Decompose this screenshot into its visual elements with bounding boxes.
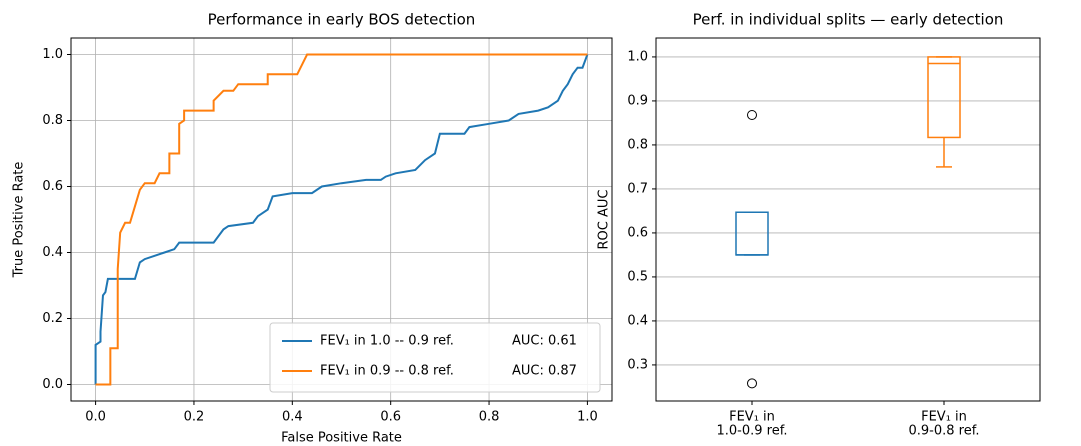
flier: [747, 378, 757, 389]
legend-note: AUC: 0.87: [512, 364, 577, 379]
y-tick-label: 0.6: [627, 225, 648, 240]
x-tick-label: 0.6: [380, 410, 401, 425]
chart-title: Perf. in individual splits — early detec…: [693, 11, 1004, 29]
x-tick-label: 0.0: [85, 410, 106, 425]
roc-line: [95, 53, 588, 386]
y-tick-label: 0.4: [42, 245, 63, 260]
x-tick-label: FEV₁ in: [921, 410, 967, 425]
x-axis-label: False Positive Rate: [281, 431, 402, 446]
x-tick-label: 1.0-0.9 ref.: [717, 424, 788, 439]
y-tick-label: 0.2: [42, 311, 63, 326]
y-tick-label: 0.7: [627, 181, 648, 196]
x-tick-label: 0.2: [184, 410, 205, 425]
y-tick-label: 0.9: [627, 93, 648, 108]
y-tick-label: 1.0: [627, 49, 648, 64]
y-axis-label: ROC AUC: [597, 190, 612, 250]
y-tick-label: 0.3: [627, 357, 648, 372]
y-tick-label: 0.6: [42, 179, 63, 194]
roc-line: [94, 54, 589, 385]
box: [927, 56, 961, 139]
box: [735, 211, 769, 256]
chart-title: Performance in early BOS detection: [208, 11, 476, 29]
y-tick-label: 0.8: [627, 137, 648, 152]
plot-frame: [655, 37, 1041, 402]
y-axis-label: True Positive Rate: [12, 162, 27, 279]
x-tick-label: FEV₁ in: [729, 410, 775, 425]
legend-box: [269, 322, 601, 393]
x-tick-label: 0.9-0.8 ref.: [909, 424, 980, 439]
y-tick-label: 0.8: [42, 113, 63, 128]
y-tick-label: 0.4: [627, 313, 648, 328]
y-tick-label: 1.0: [42, 47, 63, 62]
x-tick-label: 0.8: [479, 410, 500, 425]
y-tick-label: 0.0: [42, 377, 63, 392]
legend-label: FEV₁ in 0.9 -- 0.8 ref.: [320, 364, 454, 379]
legend-note: AUC: 0.61: [512, 334, 577, 349]
y-tick-label: 0.5: [627, 269, 648, 284]
plot-frame: [70, 37, 613, 402]
legend-label: FEV₁ in 1.0 -- 0.9 ref.: [320, 334, 454, 349]
flier: [747, 110, 757, 120]
x-tick-label: 1.0: [577, 410, 598, 425]
x-tick-label: 0.4: [282, 410, 303, 425]
